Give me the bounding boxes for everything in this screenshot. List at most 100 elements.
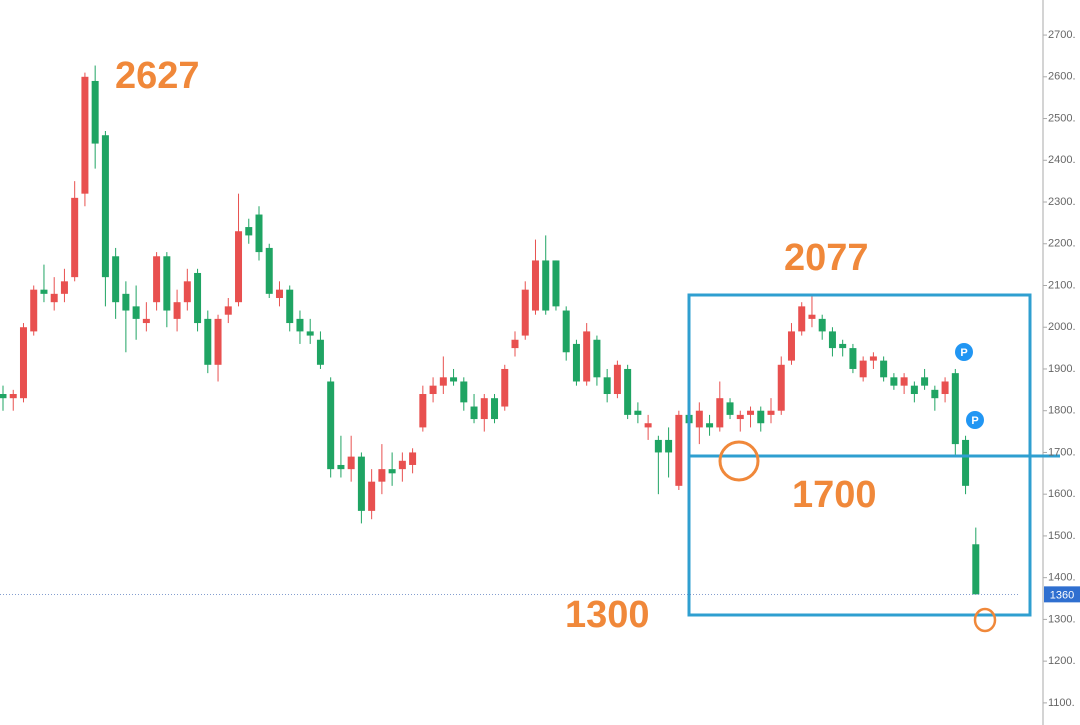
highlight-circle	[973, 607, 997, 633]
y-tick-label: 1800.	[1048, 405, 1076, 417]
candle-body	[542, 260, 550, 311]
candle-body	[480, 398, 488, 420]
last-price-badge	[1044, 586, 1080, 603]
candle-body	[665, 439, 673, 453]
candle-body	[439, 377, 447, 386]
candle-body	[122, 293, 130, 311]
candles	[0, 65, 980, 595]
candle-body	[368, 481, 376, 511]
candle-body	[951, 373, 959, 445]
candle-body	[941, 381, 949, 395]
candle-body	[787, 331, 795, 361]
candle-body	[849, 348, 857, 369]
candle-body	[511, 339, 519, 349]
candle-body	[798, 306, 806, 332]
y-tick-label: 2500.	[1048, 112, 1076, 124]
candle-body	[593, 339, 601, 378]
candle-body	[316, 339, 324, 365]
candle-body	[675, 414, 683, 486]
candle-body	[634, 410, 642, 415]
candle-body	[286, 289, 294, 324]
candle-body	[624, 368, 632, 415]
candle-body	[613, 364, 621, 395]
candle-body	[890, 377, 898, 386]
candle-body	[808, 314, 816, 319]
candle-body	[81, 76, 89, 194]
candle-body	[429, 385, 437, 395]
annotation: 1700	[792, 474, 877, 516]
candle-body	[398, 460, 406, 470]
candle-body	[91, 80, 99, 144]
candle-body	[173, 302, 181, 319]
candle-body	[388, 469, 396, 474]
candle-body	[777, 364, 785, 411]
annotation: 2627	[115, 55, 200, 97]
candle-body	[19, 327, 27, 399]
candle-body	[900, 377, 908, 386]
candle-body	[869, 356, 877, 361]
candle-body	[255, 214, 263, 253]
candle-body	[644, 423, 652, 428]
y-tick-label: 1600.	[1048, 488, 1076, 500]
marker-label: P	[971, 415, 978, 427]
candle-body	[337, 464, 345, 470]
annotation: 1300	[565, 594, 650, 636]
candle-body	[183, 281, 191, 303]
marker-badge	[955, 343, 973, 361]
candle-body	[235, 231, 243, 303]
candle-body	[531, 260, 539, 311]
candle-body	[71, 197, 79, 278]
candle-body	[306, 331, 314, 336]
candle-body	[818, 318, 826, 332]
candle-body	[880, 360, 888, 378]
candle-body	[9, 394, 17, 399]
candle-body	[347, 456, 355, 470]
candle-body	[419, 394, 427, 428]
y-tick-label: 2100.	[1048, 279, 1076, 291]
highlight-circle	[718, 440, 760, 482]
candle-body	[40, 289, 48, 294]
annotation: 2077	[784, 237, 869, 279]
candle-body	[132, 306, 140, 319]
candle-body	[654, 439, 662, 453]
candle-body	[726, 402, 734, 415]
candle-body	[706, 423, 714, 428]
candle-body	[552, 260, 560, 307]
y-tick-label: 2300.	[1048, 196, 1076, 208]
candle-body	[204, 318, 212, 365]
candle-body	[378, 469, 386, 482]
candle-body	[460, 381, 468, 403]
candle-body	[583, 331, 591, 382]
candle-body	[521, 289, 529, 336]
candle-body	[931, 389, 939, 399]
candle-body	[562, 310, 570, 353]
candle-body	[265, 247, 273, 294]
last-price-label: 1360	[1050, 589, 1074, 601]
y-tick-label: 1300.	[1048, 613, 1076, 625]
y-tick-label: 2700.	[1048, 29, 1076, 41]
candle-body	[163, 256, 171, 311]
candle-body	[491, 398, 499, 420]
y-tick-label: 1900.	[1048, 363, 1076, 375]
candle-body	[101, 135, 109, 278]
y-tick-label: 1500.	[1048, 530, 1076, 542]
y-tick-label: 2400.	[1048, 154, 1076, 166]
candle-body	[757, 410, 765, 424]
candle-body	[972, 544, 980, 595]
candle-body	[716, 398, 724, 428]
candle-body	[214, 318, 222, 365]
y-tick-label: 2600.	[1048, 71, 1076, 83]
candle-body	[224, 306, 232, 315]
marker-badge	[966, 411, 984, 429]
candle-body	[859, 360, 867, 378]
candle-body	[142, 318, 150, 324]
candle-body	[112, 256, 120, 303]
y-tick-label: 1200.	[1048, 655, 1076, 667]
y-tick-label: 1700.	[1048, 446, 1076, 458]
y-tick-label: 2200.	[1048, 238, 1076, 250]
candle-body	[501, 368, 509, 407]
y-tick-label: 1100.	[1048, 697, 1075, 709]
candle-body	[0, 394, 7, 399]
candle-body	[60, 281, 68, 294]
candle-body	[409, 452, 417, 465]
